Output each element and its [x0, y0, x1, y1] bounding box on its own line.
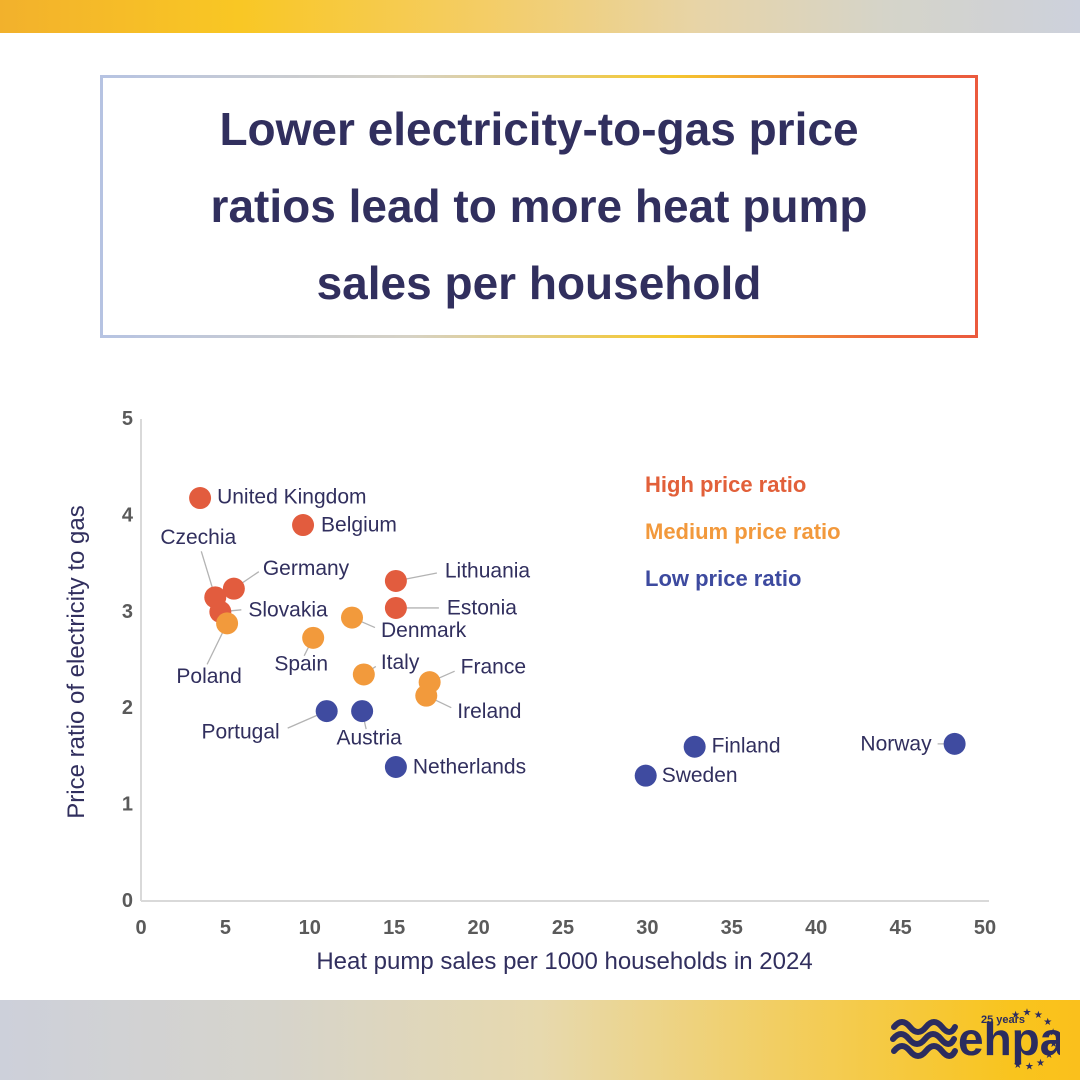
page-title-line-2: ratios lead to more heat pump — [210, 180, 868, 232]
x-tick-label: 10 — [299, 917, 321, 939]
point-sweden — [634, 764, 657, 787]
x-axis-title: Heat pump sales per 1000 households in 2… — [316, 948, 813, 975]
page-title-line-3: sales per household — [316, 257, 762, 309]
y-tick-label: 2 — [122, 697, 133, 719]
point-estonia — [384, 596, 407, 619]
point-label-czechia: Czechia — [160, 526, 236, 549]
point-label-austria: Austria — [336, 727, 402, 750]
point-portugal — [315, 700, 338, 723]
point-united-kingdom — [189, 487, 212, 510]
point-label-france: France — [461, 656, 526, 679]
star-icon: ★ — [1036, 1058, 1045, 1069]
y-tick-label: 4 — [122, 504, 134, 526]
point-netherlands — [384, 756, 407, 779]
point-label-italy: Italy — [381, 651, 420, 674]
point-label-finland: Finland — [712, 734, 781, 757]
logo-badge-text: 25 years — [981, 1014, 1025, 1026]
y-tick-label: 0 — [122, 890, 133, 912]
y-tick-label: 1 — [122, 794, 133, 816]
page-title-line-1: Lower electricity-to-gas price — [219, 103, 859, 155]
y-tick-label: 3 — [122, 601, 133, 623]
x-tick-label: 0 — [135, 917, 146, 939]
point-label-germany: Germany — [263, 557, 350, 580]
x-tick-label: 40 — [805, 917, 827, 939]
point-label-sweden: Sweden — [662, 764, 738, 787]
point-spain — [302, 626, 325, 649]
point-label-poland: Poland — [176, 665, 241, 688]
point-ireland — [415, 684, 438, 707]
star-icon: ★ — [1011, 1010, 1020, 1021]
point-label-spain: Spain — [274, 652, 328, 675]
point-label-lithuania: Lithuania — [445, 559, 531, 582]
star-icon: ★ — [1049, 1039, 1058, 1050]
chart-legend: High price ratio Medium price ratio Low pr… — [645, 474, 841, 615]
legend-entry-low-price-ratio: Low price ratio — [645, 566, 802, 591]
waves-icon — [890, 1019, 958, 1059]
x-tick-label: 35 — [721, 917, 743, 939]
legend-entry-medium-price-ratio: Medium price ratio — [645, 519, 841, 544]
point-label-estonia: Estonia — [447, 596, 517, 619]
point-label-netherlands: Netherlands — [413, 756, 526, 779]
top-gradient-bar — [0, 0, 1080, 33]
point-label-norway: Norway — [860, 732, 932, 755]
point-label-united-kingdom: United Kingdom — [217, 486, 366, 509]
point-lithuania — [384, 569, 407, 592]
x-tick-label: 45 — [889, 917, 911, 939]
point-denmark — [341, 606, 363, 629]
bottom-gradient-bar — [0, 1000, 1080, 1080]
point-austria — [351, 700, 374, 723]
legend-entry-high-price-ratio: High price ratio — [645, 472, 807, 497]
star-icon: ★ — [1034, 1010, 1043, 1021]
point-label-belgium: Belgium — [321, 514, 397, 537]
star-icon: ★ — [1045, 1050, 1054, 1061]
point-belgium — [292, 514, 315, 537]
star-icon: ★ — [1013, 1060, 1022, 1071]
logo-brand-text: ehpa — [958, 1013, 1060, 1065]
x-tick-label: 5 — [220, 917, 231, 939]
point-label-ireland: Ireland — [457, 700, 521, 723]
point-label-portugal: Portugal — [201, 721, 279, 744]
star-icon: ★ — [1049, 1028, 1058, 1039]
star-icon: ★ — [1043, 1017, 1052, 1028]
point-finland — [683, 735, 706, 758]
x-tick-label: 50 — [974, 917, 996, 939]
point-label-denmark: Denmark — [381, 619, 467, 642]
point-label-slovakia: Slovakia — [248, 598, 328, 621]
x-tick-label: 25 — [552, 917, 574, 939]
title-box: Lower electricity-to-gas price ratios le… — [100, 75, 978, 338]
y-axis-title: Price ratio of electricity to gas — [63, 505, 90, 819]
x-tick-label: 30 — [636, 917, 658, 939]
point-italy — [352, 663, 375, 686]
x-tick-label: 15 — [383, 917, 405, 939]
point-norway — [943, 732, 966, 755]
logo-stars-icon: ★ ★ ★★★★★★★★ — [1011, 1008, 1058, 1073]
star-icon: ★ — [1023, 1008, 1032, 1019]
ehpa-logo: ehpa 25 years ★ ★ ★★★★★★★★ — [890, 1008, 1060, 1073]
point-poland — [216, 612, 239, 635]
star-icon: ★ — [1025, 1061, 1034, 1072]
point-germany — [222, 577, 245, 600]
y-tick-label: 5 — [122, 408, 133, 430]
x-tick-label: 20 — [467, 917, 489, 939]
